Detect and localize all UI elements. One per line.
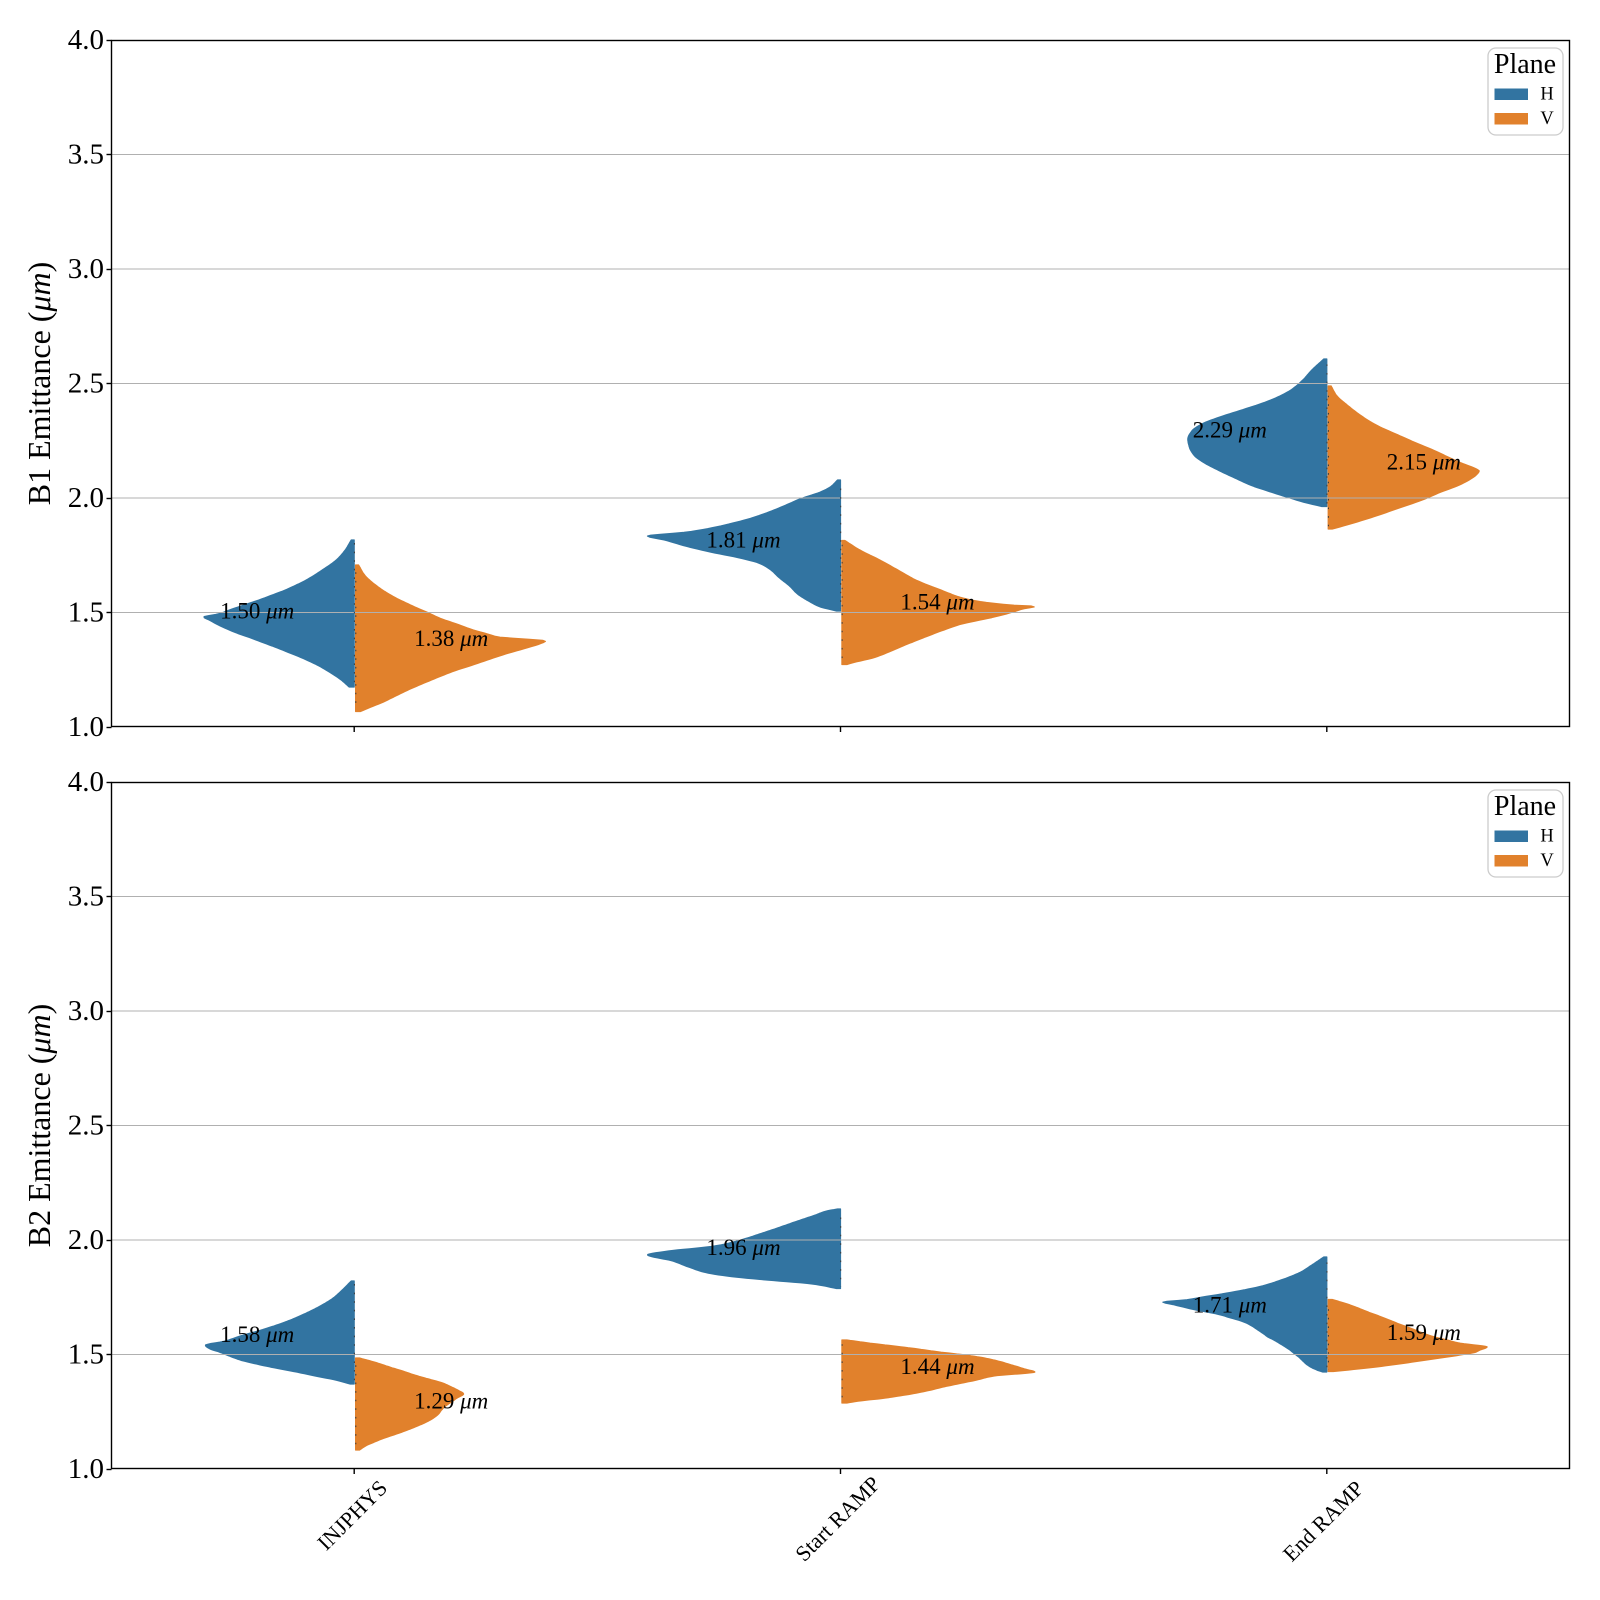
svg-text:H: H [1540,827,1553,847]
svg-text:B1 Emittance (μm): B1 Emittance (μm) [21,262,57,506]
svg-text:H: H [1540,85,1553,105]
svg-text:B2 Emittance (μm): B2 Emittance (μm) [21,1004,57,1248]
svg-text:3.0: 3.0 [68,253,104,285]
svg-text:1.0: 1.0 [68,1453,104,1485]
svg-text:2.0: 2.0 [68,1224,104,1256]
svg-text:Plane: Plane [1494,791,1556,822]
svg-text:1.38 μm: 1.38 μm [414,626,488,651]
svg-text:1.44 μm: 1.44 μm [900,1354,974,1379]
svg-text:4.0: 4.0 [68,24,104,56]
svg-text:1.5: 1.5 [68,1339,104,1371]
svg-text:4.0: 4.0 [68,766,104,798]
svg-text:3.5: 3.5 [68,881,104,913]
svg-text:1.5: 1.5 [68,597,104,629]
svg-text:3.0: 3.0 [68,995,104,1027]
svg-text:1.81 μm: 1.81 μm [706,528,780,553]
svg-text:V: V [1540,109,1554,129]
svg-text:1.54 μm: 1.54 μm [900,589,974,614]
svg-text:1.0: 1.0 [68,711,104,743]
svg-text:2.5: 2.5 [68,368,104,400]
svg-text:2.15 μm: 2.15 μm [1387,450,1461,475]
svg-text:2.0: 2.0 [68,482,104,514]
svg-text:1.59 μm: 1.59 μm [1387,1320,1461,1345]
svg-text:1.50 μm: 1.50 μm [220,599,294,624]
svg-text:3.5: 3.5 [68,139,104,171]
svg-text:Plane: Plane [1494,49,1556,80]
svg-text:V: V [1540,851,1554,871]
svg-text:1.58 μm: 1.58 μm [220,1322,294,1347]
svg-text:1.29 μm: 1.29 μm [414,1389,488,1414]
svg-text:1.71 μm: 1.71 μm [1193,1292,1267,1317]
svg-text:2.5: 2.5 [68,1110,104,1142]
svg-text:1.96 μm: 1.96 μm [706,1235,780,1260]
svg-text:2.29 μm: 2.29 μm [1193,418,1267,443]
